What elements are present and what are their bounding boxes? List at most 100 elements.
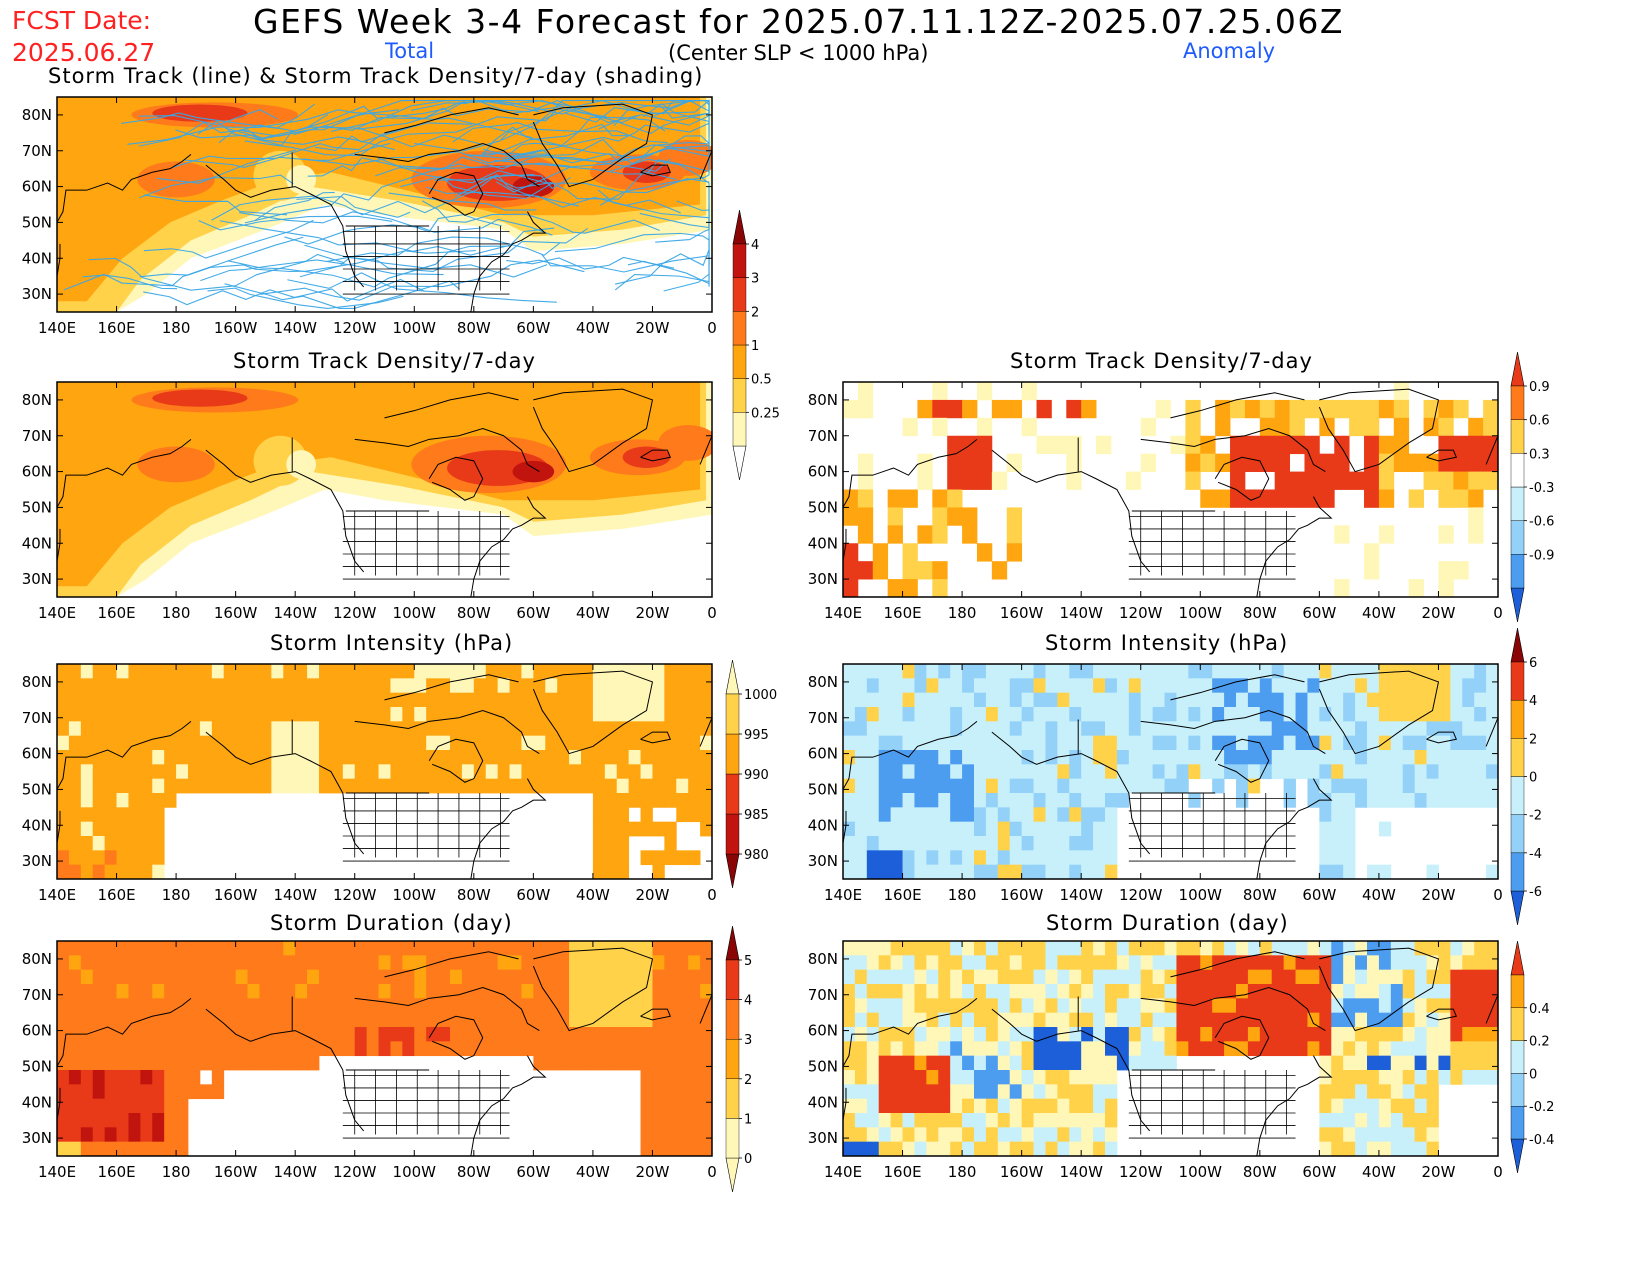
lat-tick-label: 40N <box>808 1093 838 1111</box>
intensity-anomaly-cell <box>1402 793 1416 808</box>
duration-anomaly-cell <box>854 1055 868 1071</box>
intensity-anomaly-cell <box>914 793 927 808</box>
intensity-anomaly-cell <box>926 850 939 866</box>
density-anomaly-cell <box>1453 471 1469 490</box>
duration-anomaly-cell <box>950 1055 963 1071</box>
intensity-cell <box>700 750 712 765</box>
intensity-cell <box>545 764 558 780</box>
intensity-anomaly-cell <box>854 836 868 851</box>
duration-anomaly-cell <box>1081 1084 1094 1100</box>
density-anomaly-cell <box>872 543 889 562</box>
duration-anomaly-cell <box>1331 1084 1344 1100</box>
intensity-anomaly-cell <box>997 850 1011 866</box>
duration-anomaly-cell <box>1474 1012 1487 1028</box>
duration-cell <box>461 969 475 985</box>
duration-anomaly-cell <box>1093 1070 1106 1085</box>
colorbar-swatch <box>1510 520 1525 555</box>
density-anomaly-cell <box>1230 453 1246 472</box>
duration-anomaly-cell <box>1069 1012 1082 1028</box>
coastline <box>1170 674 1305 701</box>
intensity-cell <box>545 692 558 708</box>
duration-cell <box>557 998 570 1014</box>
duration-anomaly-cell <box>962 984 975 999</box>
intensity-cell <box>128 807 141 823</box>
duration-cell <box>104 1070 117 1085</box>
duration-anomaly-cell <box>962 1070 975 1085</box>
intensity-cell <box>176 692 189 708</box>
intensity-anomaly-cell <box>1283 735 1296 751</box>
intensity-anomaly-cell <box>1247 692 1261 708</box>
intensity-anomaly-cell <box>1152 750 1165 765</box>
intensity-cell <box>116 664 129 679</box>
intensity-cell <box>307 721 320 737</box>
intensity-cell <box>295 664 308 679</box>
duration-anomaly-cell <box>997 1098 1011 1114</box>
duration-anomaly-cell <box>1402 1070 1416 1085</box>
duration-cell <box>461 1012 475 1028</box>
duration-anomaly-cell <box>1426 984 1439 999</box>
duration-cell <box>342 941 356 956</box>
intensity-cell <box>152 764 165 780</box>
intensity-cell <box>390 678 403 694</box>
duration-anomaly-cell <box>1450 1027 1463 1042</box>
duration-anomaly-cell <box>1402 969 1416 985</box>
intensity-cell <box>104 764 117 780</box>
duration-anomaly-cell <box>1426 1055 1439 1071</box>
duration-cell <box>283 998 296 1014</box>
intensity-cell <box>176 707 189 722</box>
duration-anomaly-cell <box>1236 1012 1249 1028</box>
intensity-cell <box>92 664 106 679</box>
density-anomaly-cell <box>1215 453 1231 472</box>
duration-cell <box>152 1084 165 1100</box>
intensity-anomaly-cell <box>1176 778 1189 794</box>
intensity-cell <box>199 721 213 737</box>
duration-cell <box>700 1027 712 1042</box>
intensity-cell <box>676 850 689 866</box>
density-anomaly-cell <box>1483 471 1498 490</box>
intensity-anomaly-cell <box>1081 721 1094 737</box>
intensity-cell <box>521 721 534 737</box>
intensity-cell <box>152 750 165 765</box>
intensity-anomaly-cell <box>1033 793 1046 808</box>
duration-cell <box>176 941 189 956</box>
colorbar-swatch <box>1510 974 1525 1008</box>
intensity-cell <box>438 778 451 794</box>
intensity-cell <box>140 793 153 808</box>
intensity-anomaly-cell <box>1093 793 1106 808</box>
duration-cell <box>128 1070 141 1085</box>
intensity-cell <box>271 778 284 794</box>
coastline <box>384 392 519 419</box>
intensity-anomaly-cell <box>1128 664 1142 679</box>
duration-anomaly-cell <box>914 955 927 971</box>
intensity-anomaly-cell <box>902 807 915 823</box>
density-peak-bering <box>137 161 215 198</box>
intensity-anomaly-cell <box>1450 750 1463 765</box>
duration-anomaly-cell <box>974 941 987 956</box>
duration-cell <box>354 955 368 971</box>
duration-cell <box>116 1084 129 1100</box>
duration-cell <box>188 1041 201 1057</box>
intensity-anomaly-cell <box>1057 721 1070 737</box>
duration-cell <box>652 955 665 971</box>
duration-anomaly-cell <box>926 1027 939 1042</box>
duration-cell <box>640 1055 653 1071</box>
duration-cell <box>247 1055 260 1071</box>
density-anomaly-cell <box>1170 435 1186 455</box>
intensity-anomaly-cell <box>1319 864 1332 879</box>
duration-anomaly-cell <box>1283 969 1296 985</box>
intensity-anomaly-cell <box>1069 836 1082 851</box>
intensity-anomaly-cell <box>854 721 868 737</box>
intensity-anomaly-cell <box>1390 692 1404 708</box>
intensity-anomaly-cell <box>1009 850 1023 866</box>
duration-cell <box>235 998 248 1014</box>
duration-anomaly-cell <box>1009 955 1023 971</box>
duration-cell <box>68 984 82 999</box>
intensity-anomaly-cell <box>938 821 951 837</box>
duration-anomaly-cell <box>1188 1027 1201 1042</box>
duration-anomaly-cell <box>1402 1041 1416 1057</box>
intensity-cell <box>80 850 94 866</box>
intensity-anomaly-cell <box>1426 778 1439 794</box>
duration-cell <box>366 1027 379 1042</box>
duration-cell <box>426 984 439 999</box>
intensity-anomaly-cell <box>1236 764 1249 780</box>
